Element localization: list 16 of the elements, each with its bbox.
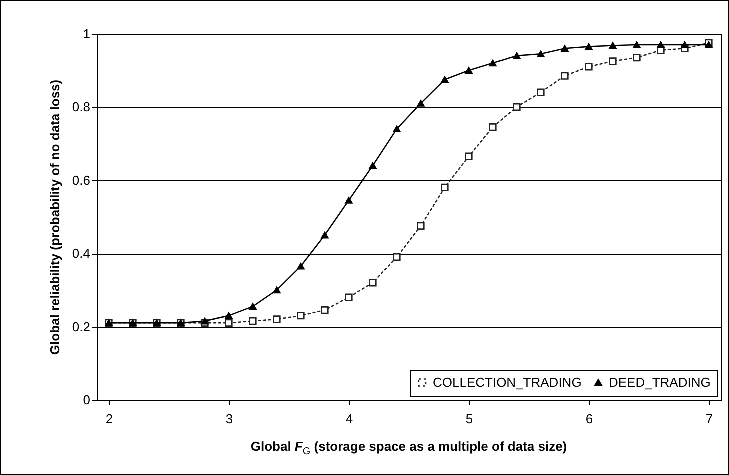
y-tick-label: 1 <box>83 26 90 42</box>
y-tick-label: 0.8 <box>72 100 90 115</box>
x-tick-label: 5 <box>466 412 474 426</box>
x-tick-label: 4 <box>346 412 354 426</box>
y-tick-label: 0 <box>83 392 90 408</box>
legend-label: COLLECTION_TRADING <box>433 374 582 390</box>
y-tick-label: 0.6 <box>72 172 90 188</box>
y-axis-title: Global reliability (probability of no data loss) <box>47 80 62 356</box>
legend-label: DEED_TRADING <box>609 374 711 390</box>
y-tick-label: 0.4 <box>72 246 90 262</box>
x-tick-label: 7 <box>706 412 714 426</box>
y-tick-label: 0.2 <box>72 319 90 334</box>
x-tick-label: 6 <box>586 412 594 426</box>
x-tick-label: 3 <box>226 412 234 426</box>
x-axis-title: Global F$_{G}$ (storage space as a multiple of data size) <box>250 439 568 458</box>
x-tick-label: 2 <box>106 412 114 426</box>
